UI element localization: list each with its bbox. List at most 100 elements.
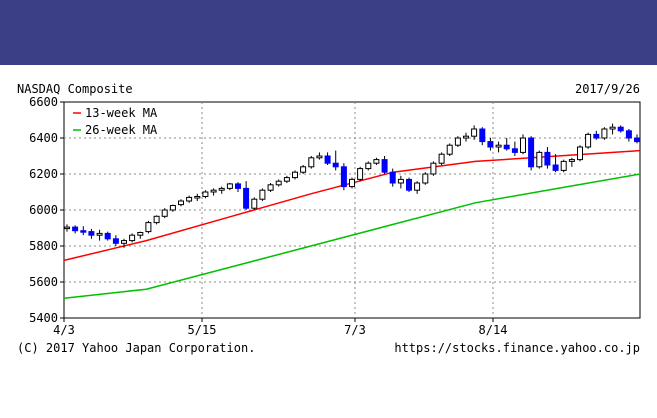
header-banner	[0, 0, 657, 65]
candle	[80, 226, 87, 236]
candle	[397, 175, 404, 189]
candle-up-body	[186, 196, 193, 202]
candle-up-body	[226, 183, 233, 189]
candle-up-body	[560, 160, 567, 171]
candle	[88, 228, 95, 239]
candle-up-body	[609, 126, 616, 130]
candle-down-body	[324, 155, 331, 164]
candle	[381, 156, 388, 174]
candle-up-body	[495, 144, 502, 148]
copyright-text: (C) 2017 Yahoo Japan Corporation.	[17, 341, 255, 355]
y-tick-label: 5800	[29, 239, 58, 253]
candle	[275, 179, 282, 187]
y-tick-label: 6600	[29, 95, 58, 109]
candle-up-body	[349, 178, 355, 188]
grid-lines	[64, 102, 640, 318]
ma26-line	[63, 173, 641, 299]
candle	[520, 134, 526, 155]
x-tick-label: 5/15	[188, 323, 217, 337]
candle	[495, 141, 502, 153]
candle-up-body	[178, 200, 184, 206]
candle	[365, 161, 372, 171]
x-axis: 4/3 5/15 7/3 8/14	[53, 318, 507, 337]
candle	[536, 150, 543, 169]
candle-up-body	[414, 182, 421, 191]
candle-down-body	[80, 230, 87, 233]
candle-down-body	[617, 126, 624, 132]
candle	[218, 186, 225, 194]
candle-down-body	[487, 141, 494, 148]
candle	[568, 157, 575, 167]
candle-up-body	[568, 159, 575, 162]
candle-up-body	[397, 178, 404, 184]
candle-up-body	[267, 184, 274, 191]
candle-down-body	[625, 130, 632, 139]
candle-series	[64, 123, 640, 248]
candle-up-body	[438, 153, 445, 164]
candle-up-body	[585, 133, 592, 148]
candle	[300, 165, 307, 174]
candle-down-body	[634, 137, 640, 143]
candle-up-body	[577, 146, 583, 161]
candle	[202, 190, 209, 199]
source-link[interactable]: https://stocks.finance.yahoo.co.jp	[394, 341, 640, 355]
candle-up-body	[463, 135, 469, 139]
candle	[349, 177, 355, 189]
candle-up-body	[121, 240, 127, 244]
candle	[235, 182, 241, 192]
candle	[267, 183, 274, 192]
y-axis: 5400 5600 5800 6000 6200 6400 6600	[29, 95, 64, 325]
candle	[308, 156, 315, 169]
candle	[121, 238, 127, 248]
candle	[251, 197, 258, 210]
candle-down-body	[528, 137, 535, 168]
candle	[585, 132, 592, 149]
legend-label-ma26: 26-week MA	[85, 123, 158, 137]
candle	[283, 175, 290, 183]
candle	[487, 138, 494, 151]
candle	[129, 233, 136, 243]
candle-up-body	[161, 209, 168, 217]
candle-up-body	[430, 162, 437, 175]
candle	[471, 125, 478, 140]
candle-up-body	[446, 144, 453, 155]
candle	[332, 150, 339, 171]
candle-down-body	[552, 164, 559, 171]
candle-down-body	[88, 231, 95, 236]
candle	[389, 168, 396, 187]
candle	[186, 195, 193, 203]
candle-down-body	[511, 148, 518, 153]
candle	[72, 225, 79, 234]
candle-up-body	[129, 234, 136, 242]
candle-up-body	[300, 166, 307, 173]
candle	[316, 152, 323, 160]
candle-up-body	[308, 157, 315, 168]
ma26-series	[63, 173, 641, 299]
candle	[210, 188, 217, 196]
candle-down-body	[503, 144, 510, 150]
y-tick-label: 5600	[29, 275, 58, 289]
candle-up-body	[218, 187, 225, 191]
candle	[544, 147, 551, 169]
candle-up-body	[145, 222, 152, 233]
candle	[243, 181, 250, 210]
candle-down-body	[479, 128, 486, 143]
candle	[438, 152, 445, 165]
candle-up-body	[520, 137, 526, 153]
candle	[503, 138, 510, 151]
candle	[324, 152, 331, 165]
y-tick-label: 6200	[29, 167, 58, 181]
candle	[577, 145, 583, 162]
candle	[454, 136, 461, 147]
candle	[96, 229, 103, 241]
x-tick-label: 4/3	[53, 323, 75, 337]
candle-down-body	[389, 171, 396, 184]
chart-container: NASDAQ Composite 2017/9/26 5400 5600 5800 6…	[0, 80, 657, 365]
candle-down-body	[235, 183, 241, 189]
y-tick-label: 6000	[29, 203, 58, 217]
candle-up-body	[454, 137, 461, 146]
candle	[145, 220, 152, 234]
candle	[634, 134, 640, 144]
candle	[406, 177, 412, 192]
candle	[373, 157, 380, 165]
